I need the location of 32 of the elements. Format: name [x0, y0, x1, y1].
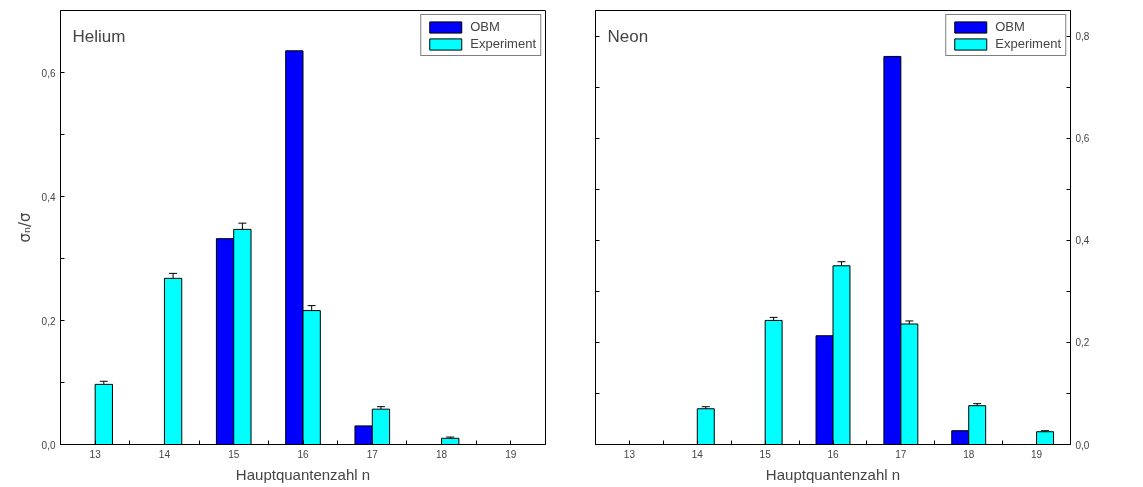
- x-tick-label: 14: [691, 448, 704, 460]
- x-tick-label: 17: [366, 448, 379, 460]
- x-tick-label: 13: [89, 448, 102, 460]
- y-tick-label: 0,2: [41, 315, 56, 327]
- x-axis-title: Hauptquantenzahl n: [765, 465, 901, 483]
- legend-label: OBM: [470, 19, 500, 34]
- y2-tick-label: 0,6: [1075, 133, 1090, 145]
- x-axis-title: Hauptquantenzahl n: [235, 465, 371, 483]
- y-tick-label: 0,6: [41, 67, 56, 79]
- y2-tick-label: 0,8: [1075, 31, 1090, 43]
- x-tick-label: 14: [158, 448, 171, 460]
- x-tick-label: 18: [963, 448, 975, 460]
- x-tick-label: 18: [436, 448, 448, 460]
- text: Neon: [607, 26, 649, 46]
- y-tick-label: 0,4: [41, 191, 56, 203]
- text: Helium: [72, 26, 126, 46]
- y-tick-label: 0,0: [41, 439, 56, 451]
- y2-tick-label: 0,4: [1075, 235, 1090, 247]
- x-tick-label: 13: [623, 448, 636, 460]
- x-tick-label: 16: [827, 448, 839, 460]
- x-tick-label: 15: [759, 448, 772, 460]
- x-tick-label: 17: [895, 448, 907, 460]
- y2-tick-label: 0,0: [1075, 439, 1090, 451]
- x-tick-label: 15: [228, 448, 240, 460]
- x-tick-label: 19: [1031, 448, 1043, 460]
- x-tick-label: 16: [297, 448, 309, 460]
- x-tick-label: 19: [505, 448, 517, 460]
- legend-label: OBM: [995, 19, 1025, 34]
- y2-tick-label: 0,2: [1075, 337, 1090, 349]
- y-axis-title: σₙ/σ: [15, 211, 34, 243]
- legend-label: Experiment: [470, 36, 536, 51]
- legend-label: Experiment: [995, 36, 1061, 51]
